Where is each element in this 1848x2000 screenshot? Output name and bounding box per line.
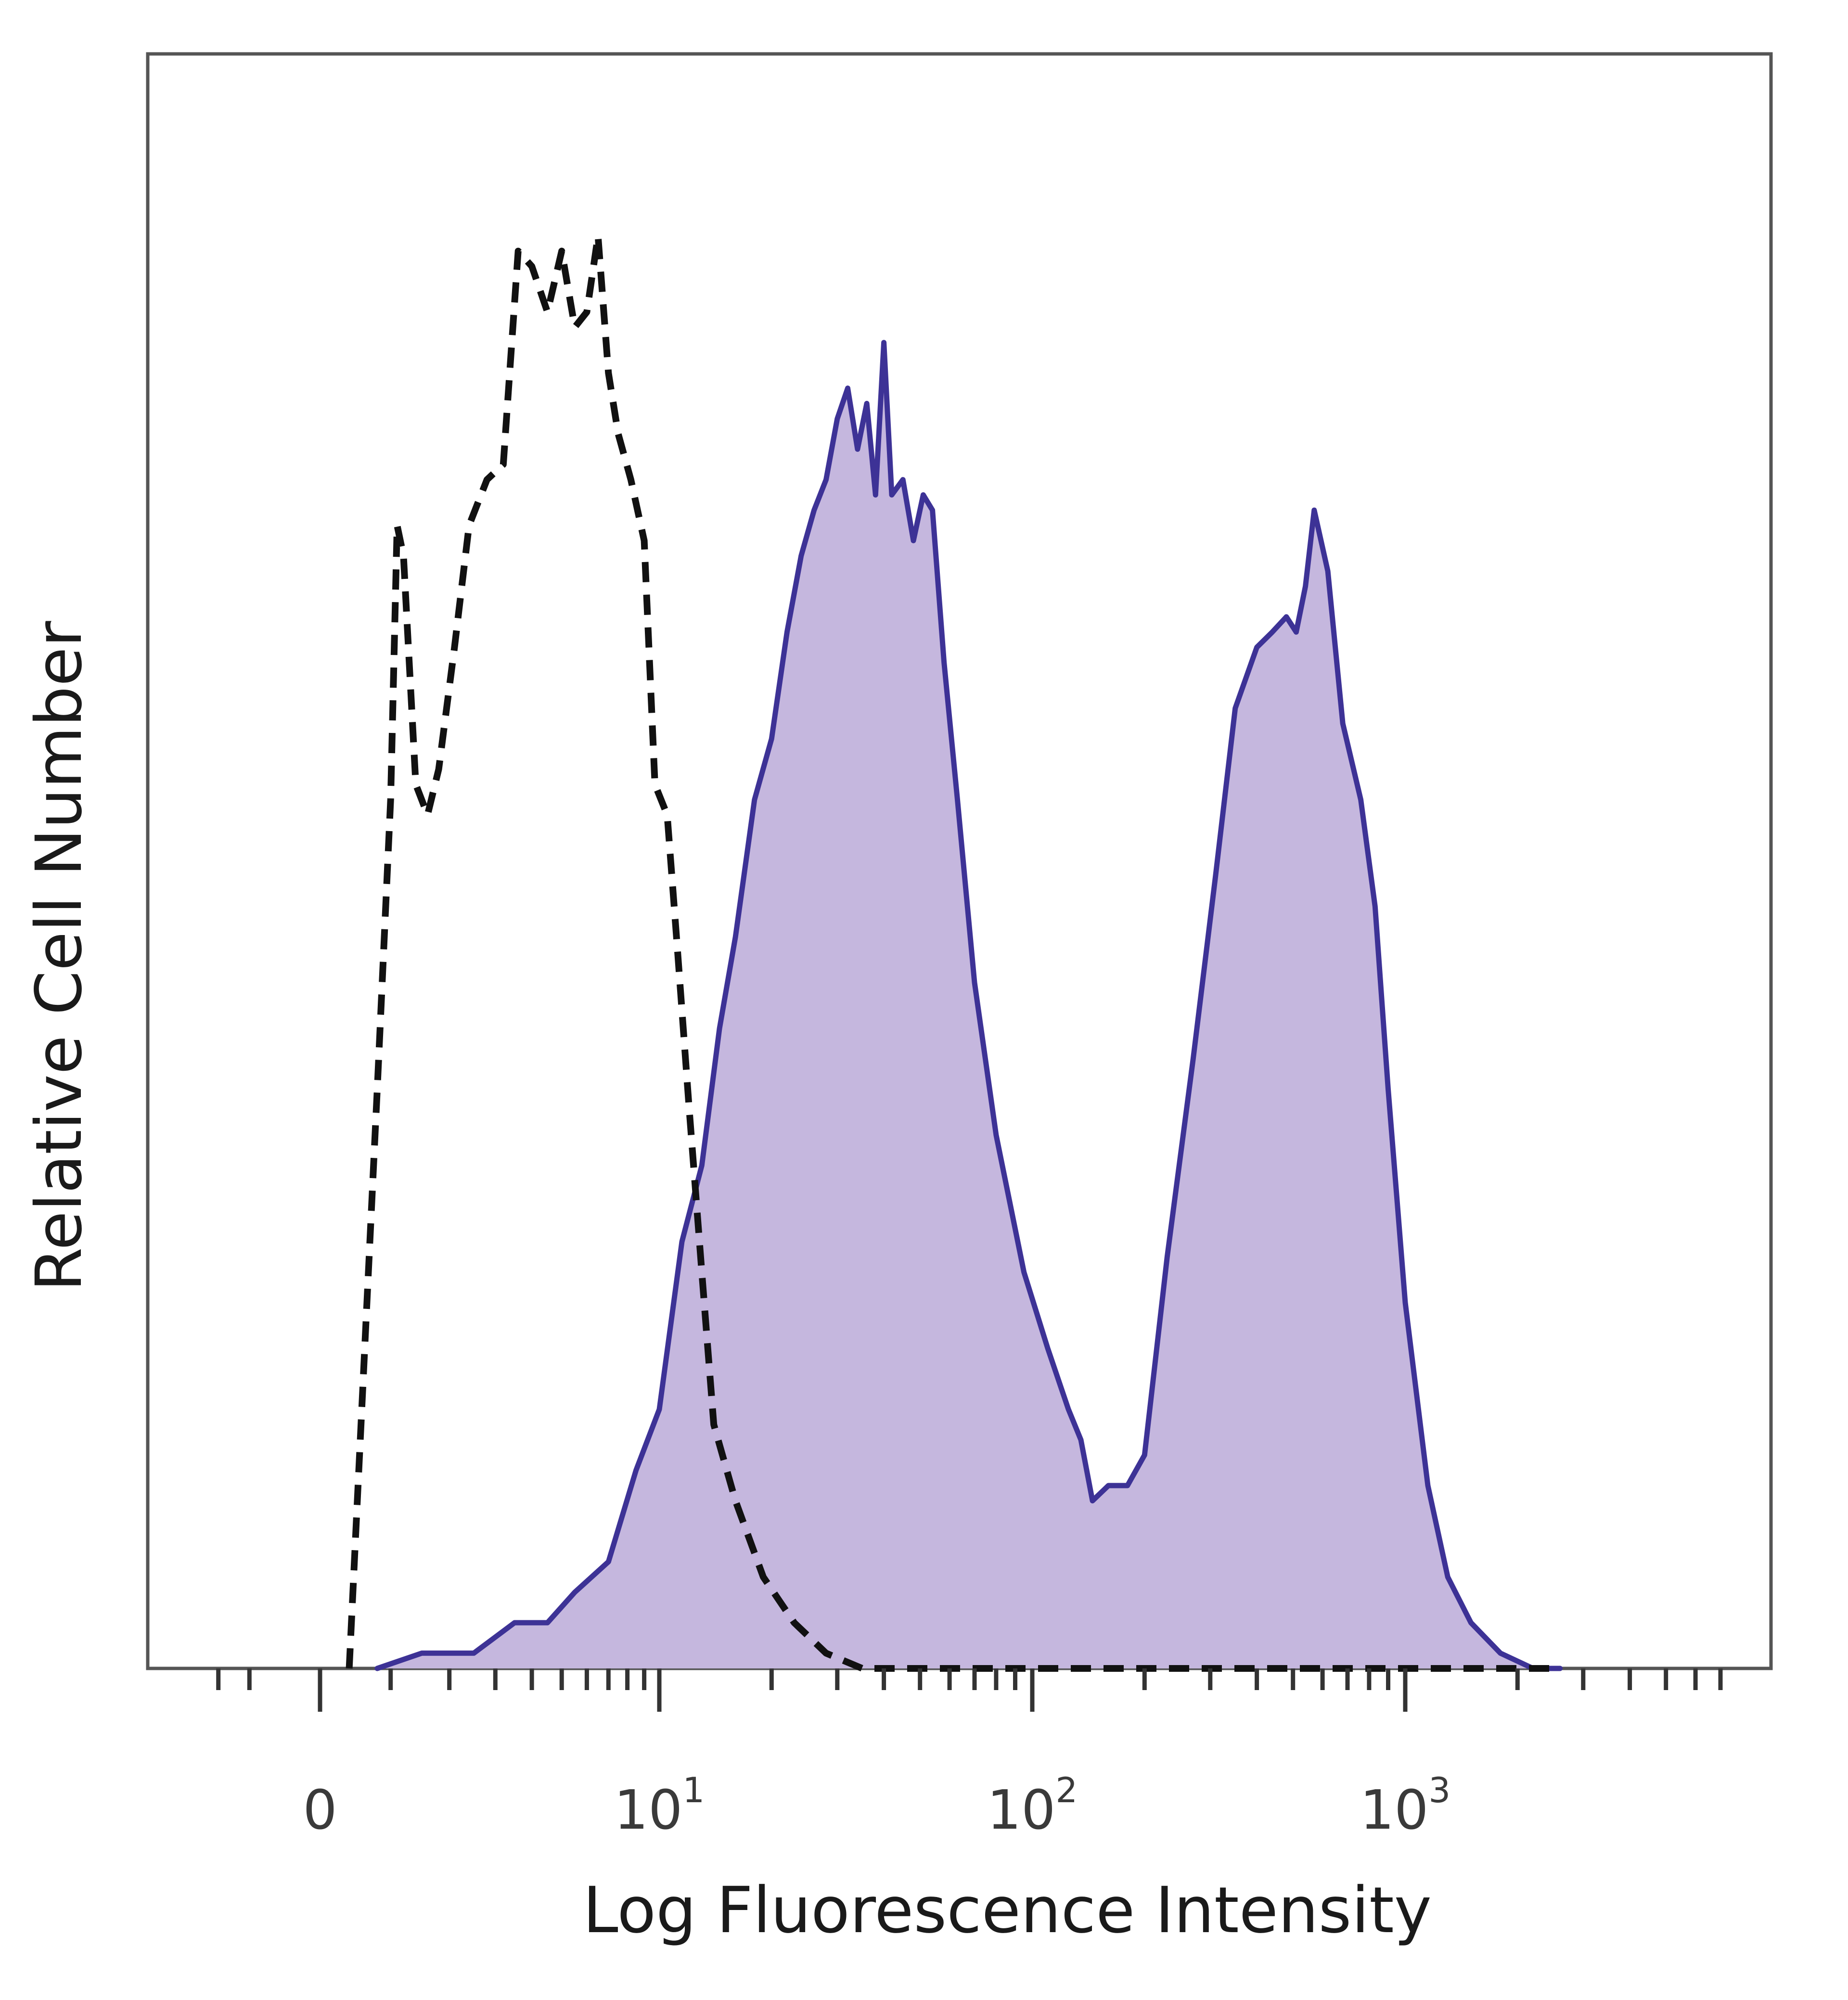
tick-label: 102 xyxy=(987,1770,1078,1842)
series-0-line xyxy=(374,340,1563,1671)
series-0-fill xyxy=(377,342,1560,1669)
tick-label: 101 xyxy=(614,1770,705,1842)
x-axis-ticks xyxy=(216,1668,1723,1712)
x-axis-tick-labels: 0 101 102 103 xyxy=(303,1770,1450,1842)
x-axis-title: Log Fluorescence Intensity xyxy=(583,1873,1432,1948)
series-layer xyxy=(346,232,1563,1672)
tick-label: 0 xyxy=(303,1779,337,1842)
y-axis-title: Relative Cell Number xyxy=(22,621,96,1292)
series-1-line xyxy=(346,232,1560,1672)
tick-label: 103 xyxy=(1360,1770,1450,1842)
